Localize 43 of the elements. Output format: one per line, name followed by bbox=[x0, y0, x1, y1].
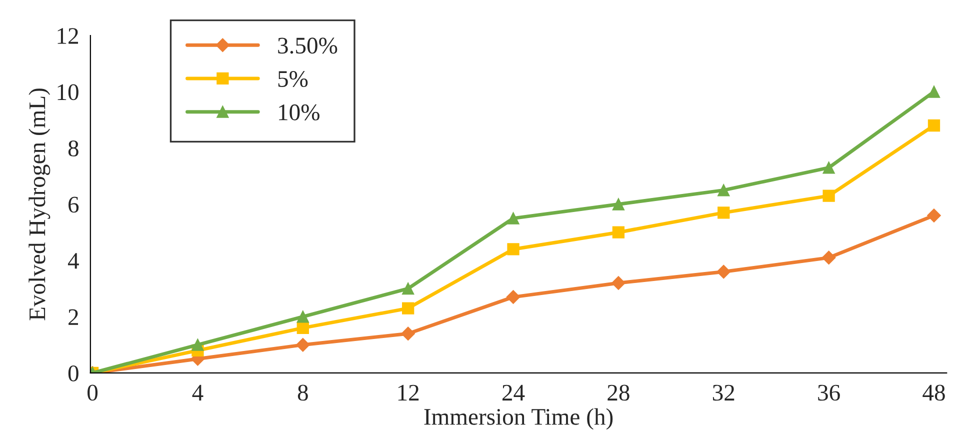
point bbox=[822, 162, 835, 174]
y-tick-label: 4 bbox=[68, 253, 79, 269]
legend-label: 5% bbox=[278, 71, 308, 88]
x-tick-label: 12 bbox=[398, 384, 419, 400]
x-tick-label: 36 bbox=[818, 384, 840, 401]
point bbox=[402, 282, 414, 295]
point bbox=[718, 206, 730, 219]
y-tick-label: 8 bbox=[68, 140, 78, 156]
point bbox=[928, 119, 940, 132]
point bbox=[718, 184, 730, 196]
point bbox=[506, 290, 520, 304]
point bbox=[927, 208, 941, 222]
point bbox=[928, 86, 940, 98]
point bbox=[507, 212, 520, 224]
point bbox=[402, 302, 414, 314]
point bbox=[716, 264, 731, 279]
point bbox=[192, 338, 204, 351]
y-tick-label: 10 bbox=[58, 84, 78, 100]
x-tick-label: 4 bbox=[192, 384, 204, 400]
x-tick-label: 28 bbox=[608, 384, 630, 401]
y-axis-title: Evolved Hydrogen (mL) bbox=[28, 88, 50, 320]
y-tick-label: 2 bbox=[68, 309, 78, 325]
point bbox=[612, 226, 625, 238]
point bbox=[401, 326, 415, 340]
x-tick-label: 48 bbox=[922, 384, 945, 401]
point bbox=[612, 198, 625, 210]
point bbox=[612, 276, 626, 290]
legend-label: 3.50% bbox=[278, 38, 338, 54]
y-tick-label: 12 bbox=[58, 28, 78, 44]
x-tick-label: 32 bbox=[712, 384, 734, 401]
x-axis-title: Immersion Time (h) bbox=[424, 408, 613, 430]
point bbox=[822, 250, 836, 265]
x-tick-label: 24 bbox=[502, 384, 525, 400]
legend-label: 10% bbox=[279, 104, 320, 120]
x-tick-label: 8 bbox=[298, 384, 308, 401]
point bbox=[507, 243, 520, 256]
y-tick-label: 0 bbox=[68, 365, 78, 382]
point bbox=[296, 310, 309, 323]
y-tick-label: 6 bbox=[68, 196, 79, 213]
point bbox=[296, 338, 310, 352]
point bbox=[822, 190, 835, 202]
x-tick-label: 0 bbox=[88, 384, 98, 401]
point bbox=[296, 322, 309, 334]
